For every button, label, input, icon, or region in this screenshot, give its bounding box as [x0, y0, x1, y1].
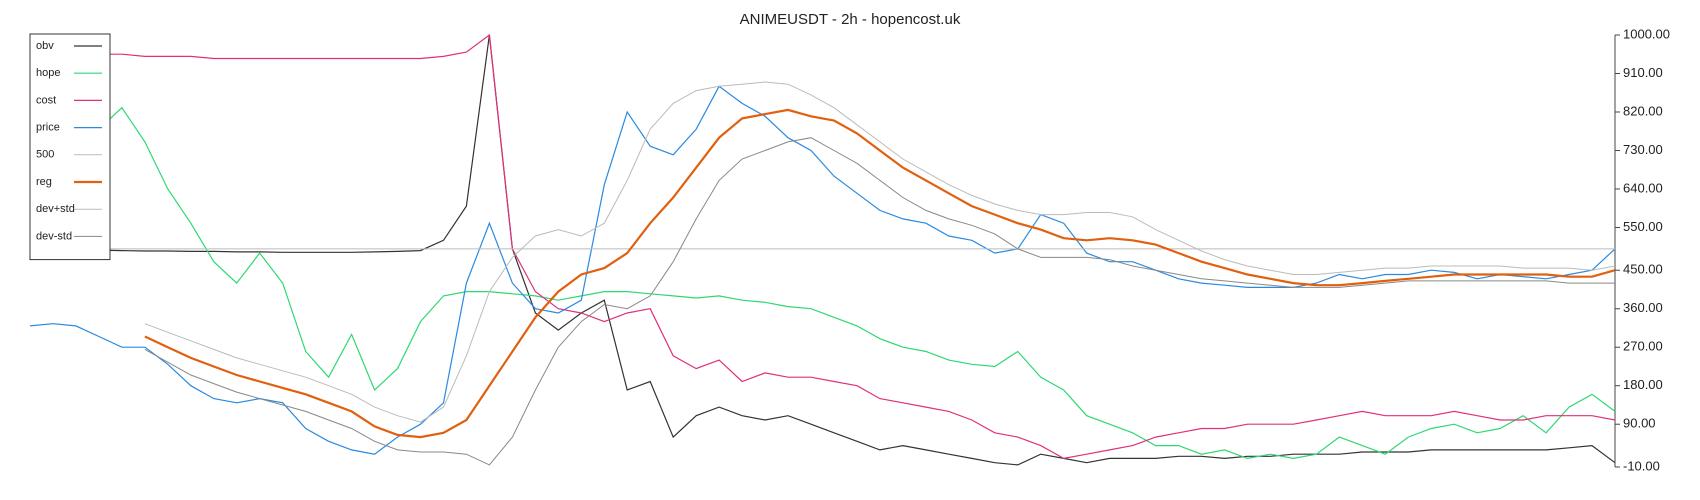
legend-label: dev-std [36, 230, 72, 242]
legend-label: cost [36, 94, 56, 106]
series-line [29, 85, 1616, 455]
legend-label: reg [36, 176, 52, 188]
y-tick-label: 1000.00 [1623, 26, 1670, 41]
series-line [29, 33, 1616, 460]
legend-label: dev+std [36, 203, 75, 215]
y-tick-label: -10.00 [1623, 458, 1660, 473]
y-tick-label: 910.00 [1623, 65, 1663, 80]
y-tick-label: 820.00 [1623, 103, 1663, 118]
legend-label: obv [36, 40, 54, 52]
chart-title: ANIMEUSDT - 2h - hopencost.uk [740, 11, 961, 28]
y-tick-label: 550.00 [1623, 219, 1663, 234]
y-tick-label: 640.00 [1623, 180, 1663, 195]
legend: obv hope cost price 500 reg dev+std dev-std [29, 33, 111, 261]
legend-label: 500 [36, 149, 54, 161]
y-tick-label: 450.00 [1623, 262, 1663, 277]
y-tick-label: 270.00 [1623, 339, 1663, 354]
legend-box [29, 33, 111, 261]
legend-label: price [36, 122, 60, 134]
series-line [144, 137, 1615, 466]
y-tick-label: 730.00 [1623, 142, 1663, 157]
y-tick-label: 90.00 [1623, 416, 1656, 431]
legend-label: hope [36, 67, 60, 79]
series-line [29, 98, 1616, 460]
series-line [30, 34, 1616, 466]
series-line [144, 108, 1616, 439]
y-tick-label: 180.00 [1623, 377, 1663, 392]
series-line [144, 81, 1616, 423]
y-tick-label: 360.00 [1623, 300, 1663, 315]
